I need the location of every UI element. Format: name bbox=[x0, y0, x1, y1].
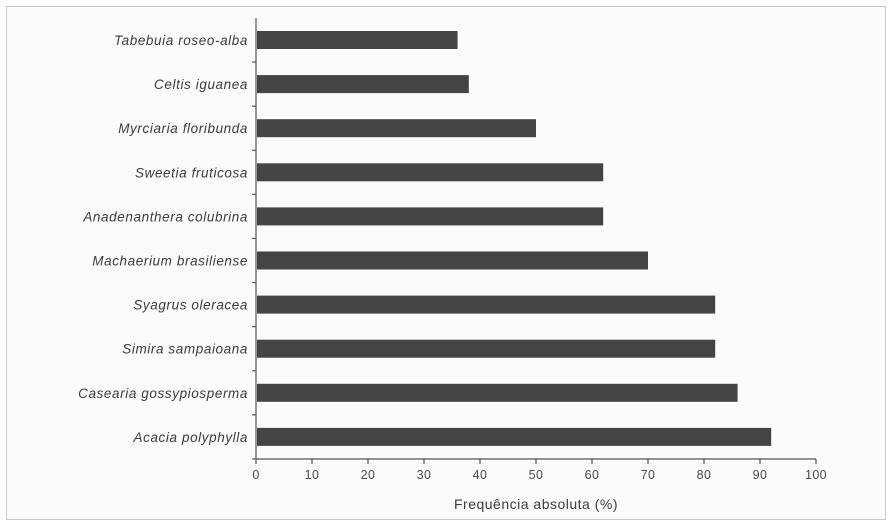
category-label-1: Tabebuia roseo-alba bbox=[114, 33, 248, 48]
x-tick-label-40: 40 bbox=[473, 468, 488, 482]
category-label-7: Syagrus oleracea bbox=[133, 298, 248, 313]
bar-1 bbox=[257, 31, 458, 49]
category-label-3: Myrciaria floribunda bbox=[118, 121, 248, 136]
category-label-10: Acacia polyphylla bbox=[132, 430, 248, 445]
category-label-2: Celtis iguanea bbox=[154, 77, 248, 92]
category-label-4: Sweetia fruticosa bbox=[135, 165, 248, 180]
x-tick-label-0: 0 bbox=[252, 468, 259, 482]
bar-7 bbox=[257, 295, 716, 314]
x-axis-title: Frequência absoluta (%) bbox=[454, 496, 618, 512]
bar-9 bbox=[257, 383, 738, 402]
x-tick-label-50: 50 bbox=[529, 468, 544, 482]
x-axis-ticks: 0 10 20 30 40 50 60 70 80 90 100 bbox=[252, 459, 827, 482]
x-tick-label-80: 80 bbox=[697, 468, 712, 482]
x-tick-label-60: 60 bbox=[585, 468, 600, 482]
x-tick-label-10: 10 bbox=[305, 468, 320, 482]
bars-group bbox=[257, 31, 772, 446]
x-tick-label-70: 70 bbox=[641, 468, 656, 482]
bar-4 bbox=[257, 163, 604, 182]
x-tick-label-30: 30 bbox=[417, 468, 432, 482]
category-label-9: Casearia gossypiosperma bbox=[78, 386, 248, 401]
x-tick-label-100: 100 bbox=[805, 468, 827, 482]
bar-2 bbox=[257, 75, 469, 94]
x-tick-label-90: 90 bbox=[753, 468, 768, 482]
bar-8 bbox=[257, 339, 716, 358]
category-label-6: Machaerium brasiliense bbox=[92, 254, 248, 269]
bar-6 bbox=[257, 251, 648, 270]
x-tick-label-20: 20 bbox=[361, 468, 376, 482]
category-label-5: Anadenanthera colubrina bbox=[82, 209, 248, 224]
bar-3 bbox=[257, 119, 536, 138]
y-axis-ticks bbox=[252, 61, 256, 460]
bar-5 bbox=[257, 207, 604, 226]
category-label-8: Simira sampaioana bbox=[122, 342, 248, 357]
category-labels: Tabebuia roseo-alba Celtis iguanea Myrciar… bbox=[78, 33, 248, 445]
bar-10 bbox=[257, 427, 772, 446]
